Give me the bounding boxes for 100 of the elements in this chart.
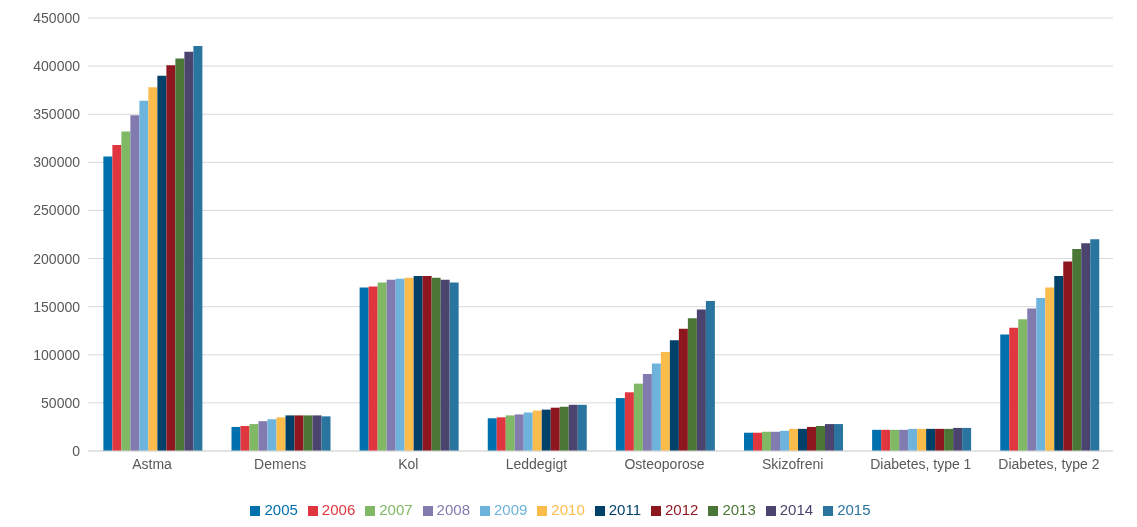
bar: [496, 417, 506, 451]
bar: [825, 424, 834, 451]
x-tick-label: Diabetes, type 2: [998, 455, 1100, 472]
bar: [303, 415, 313, 451]
x-tick-label: Astma: [132, 455, 173, 472]
bar: [660, 351, 670, 451]
y-tick-label: 250000: [33, 202, 81, 219]
bar: [834, 424, 843, 451]
bar: [1027, 308, 1037, 451]
bar: [559, 406, 569, 451]
bar: [953, 427, 963, 451]
bar: [1090, 239, 1100, 451]
bar: [422, 275, 432, 451]
bar: [1081, 243, 1091, 451]
bar: [413, 275, 423, 451]
bar: [908, 428, 918, 451]
legend-label: 2010: [551, 501, 585, 518]
legend-label: 2007: [379, 501, 413, 518]
bar: [440, 279, 450, 451]
bar: [505, 415, 515, 451]
bar: [899, 429, 909, 451]
bar: [642, 374, 652, 451]
bar: [1063, 261, 1073, 451]
x-tick-label: Skizofreni: [761, 455, 824, 472]
bar: [157, 75, 167, 451]
bar: [962, 427, 972, 451]
y-tick-label: 200000: [33, 250, 81, 267]
bar: [359, 287, 369, 451]
legend-label: 2006: [321, 501, 356, 518]
bar: [184, 51, 194, 451]
bar: [377, 282, 387, 451]
bar: [514, 414, 524, 451]
bar: [633, 383, 643, 451]
x-tick-label: Osteoporose: [624, 455, 705, 472]
bar: [1072, 248, 1082, 451]
bar: [285, 415, 295, 451]
bar: [312, 415, 322, 451]
x-tick-label: Kol: [398, 455, 419, 472]
bar: [139, 100, 149, 451]
bar: [669, 340, 679, 451]
bar: [917, 428, 927, 451]
bar: [798, 428, 807, 451]
bar: [624, 392, 634, 451]
bar: [771, 431, 780, 451]
y-tick-label: 350000: [33, 106, 81, 123]
bar: [753, 432, 762, 451]
legend-label: 2012: [665, 501, 699, 518]
x-tick-label: Demens: [254, 455, 307, 472]
bar: [130, 115, 140, 451]
bar: [449, 282, 459, 451]
y-tick-label: 450000: [33, 9, 81, 26]
bar: [166, 65, 176, 451]
bar: [148, 87, 158, 451]
bar: [568, 404, 578, 451]
bar: [193, 45, 203, 451]
legend-label: 2009: [493, 501, 528, 518]
y-tick-label: 150000: [33, 298, 81, 315]
bar: [696, 309, 706, 451]
bar: [687, 318, 697, 451]
bar: [1045, 287, 1055, 451]
bar: [395, 278, 405, 451]
bar: [762, 431, 771, 451]
y-tick-label: 100000: [33, 346, 81, 363]
bar: [386, 279, 396, 451]
bar: [532, 410, 542, 451]
bar: [523, 412, 533, 451]
bar: [541, 409, 551, 451]
bar: [881, 429, 891, 451]
legend-label: 2015: [837, 501, 871, 518]
bar: [1009, 327, 1019, 451]
bar: [1054, 275, 1064, 451]
bar: [935, 428, 945, 451]
bar: [249, 424, 259, 451]
bar: [744, 432, 753, 451]
legend-label: 2013: [722, 501, 756, 518]
bar: [550, 407, 560, 451]
bar: [1036, 298, 1046, 451]
y-tick-label: 50000: [41, 394, 81, 411]
bar: [577, 404, 587, 451]
bar: [121, 131, 131, 451]
bar: [872, 429, 882, 451]
bar: [890, 429, 900, 451]
bar: [103, 156, 113, 451]
bar: [276, 417, 286, 451]
legend-label: 2014: [779, 501, 814, 518]
y-tick-label: 400000: [33, 58, 81, 75]
bar: [807, 426, 816, 451]
bar: [1000, 334, 1010, 451]
y-tick-label: 300000: [33, 154, 81, 171]
bar: [1018, 319, 1028, 451]
bar: [175, 58, 185, 451]
bar: [678, 328, 688, 451]
bar: [926, 428, 936, 451]
bar: [404, 277, 414, 451]
bar: [267, 419, 277, 451]
bar: [780, 430, 789, 451]
y-tick-label: 0: [72, 442, 81, 459]
bar: [321, 416, 331, 451]
bar: [258, 421, 268, 451]
legend-label: 2011: [608, 501, 641, 518]
